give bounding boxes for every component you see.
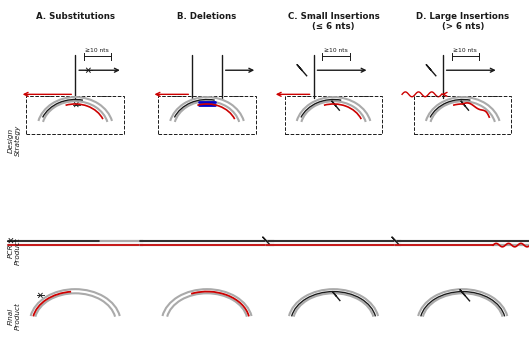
Text: ≥10 nts: ≥10 nts [85,48,109,53]
Text: Final
Product: Final Product [8,303,21,330]
Text: Design
Strategy: Design Strategy [8,125,21,156]
Text: B. Deletions: B. Deletions [178,12,236,21]
Text: D. Large Insertions
(> 6 nts): D. Large Insertions (> 6 nts) [416,12,509,31]
Text: PCR
Product: PCR Product [8,237,21,265]
Text: C. Small Insertions
(≤ 6 nts): C. Small Insertions (≤ 6 nts) [288,12,379,31]
Text: ≥10 nts: ≥10 nts [324,48,348,53]
Text: A. Substitutions: A. Substitutions [36,12,114,21]
Text: ≥10 nts: ≥10 nts [454,48,477,53]
